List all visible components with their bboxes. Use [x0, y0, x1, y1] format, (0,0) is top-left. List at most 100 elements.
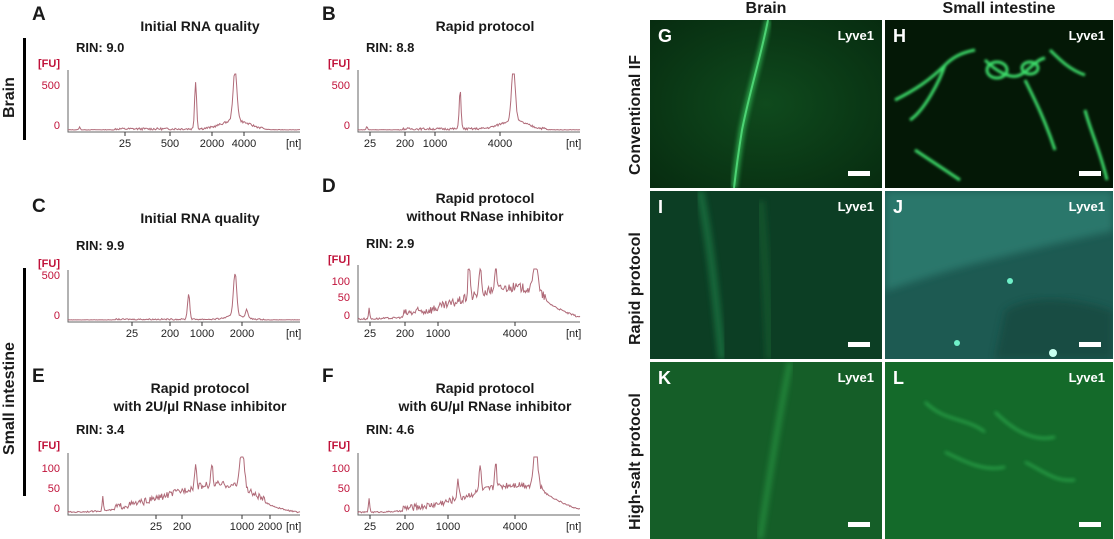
electropherogram-F: [357, 453, 581, 519]
y-tick-F-2: 100: [331, 463, 350, 475]
panel-letter-B: B: [322, 4, 336, 25]
col-header-brain: Brain: [745, 0, 787, 17]
y-tick-D-1: 50: [337, 292, 350, 304]
y-tick-D-2: 100: [331, 276, 350, 288]
small-intestine-row-label: Small intestine: [1, 342, 18, 455]
rin-value-B: RIN: 8.8: [366, 40, 415, 55]
y-unit-A: [FU]: [38, 58, 60, 70]
marker-label-J: Lyve1: [1068, 199, 1105, 214]
trace-line-F: [357, 456, 581, 514]
electropherogram-A: [67, 70, 300, 136]
y-unit-F: [FU]: [328, 440, 350, 452]
image-L-fluorescence: [885, 362, 1113, 539]
y-unit-E: [FU]: [38, 440, 60, 452]
image-panel-H: H Lyve1: [885, 20, 1113, 188]
trace-line-E: [67, 456, 301, 514]
x-tick-C-3: 2000: [229, 328, 255, 340]
axes-D: [357, 265, 580, 323]
electropherogram-C: [67, 270, 301, 326]
x-tick-F-1: 200: [395, 521, 415, 533]
panel-title-C-0: Initial RNA quality: [140, 210, 260, 226]
panel-title-F-1: with 6U/µl RNase inhibitor: [398, 398, 572, 414]
rin-value-F: RIN: 4.6: [366, 422, 415, 437]
x-tick-B-1: 200: [395, 138, 415, 150]
scale-bar-J: [1079, 342, 1101, 347]
panel-title-A-0: Initial RNA quality: [140, 18, 260, 34]
axes-C: [67, 270, 300, 323]
trace-line-D: [357, 267, 581, 321]
x-unit-A: [nt]: [286, 138, 302, 150]
panel-letter-F: F: [322, 366, 334, 387]
x-tick-D-3: 4000: [502, 328, 528, 340]
image-row-label-rapid: Rapid protocol: [627, 232, 644, 345]
axes-F: [357, 453, 580, 516]
x-tick-E-1: 200: [172, 521, 192, 533]
marker-label-I: Lyve1: [837, 199, 874, 214]
image-panel-I: I Lyve1: [650, 191, 882, 359]
trace-line-B: [358, 73, 581, 132]
y-tick-E-1: 50: [47, 483, 60, 495]
x-unit-E: [nt]: [286, 521, 302, 533]
x-unit-C: [nt]: [286, 328, 302, 340]
scale-bar-H: [1079, 171, 1101, 176]
x-tick-D-2: 1000: [425, 328, 451, 340]
electropherogram-D: [357, 265, 581, 326]
scale-bar-K: [848, 522, 870, 527]
image-row-label-high-salt: High-salt protocol: [627, 393, 644, 530]
x-tick-F-2: 1000: [435, 521, 461, 533]
x-tick-A-3: 4000: [231, 138, 257, 150]
y-tick-F-1: 50: [337, 483, 350, 495]
y-tick-A-1: 500: [41, 80, 60, 92]
image-letter-I: I: [658, 197, 664, 217]
image-letter-K: K: [658, 368, 671, 388]
image-panel-J: J Lyve1: [885, 191, 1113, 359]
y-tick-B-0: 0: [343, 120, 350, 132]
image-letter-L: L: [893, 368, 904, 388]
x-tick-B-3: 4000: [487, 138, 513, 150]
electropherogram-B: [357, 70, 581, 136]
image-K-fluorescence: [650, 362, 882, 539]
panel-title-F-0: Rapid protocol: [435, 380, 535, 396]
panel-title-B-0: Rapid protocol: [435, 18, 535, 34]
image-letter-G: G: [658, 26, 673, 46]
axes-E: [67, 453, 300, 516]
y-unit-B: [FU]: [328, 58, 350, 70]
image-panel-K: K Lyve1: [650, 362, 882, 539]
panel-letter-A: A: [32, 4, 46, 25]
x-unit-D: [nt]: [566, 328, 582, 340]
y-tick-C-0: 0: [53, 310, 60, 322]
y-tick-D-0: 0: [343, 310, 350, 322]
marker-label-K: Lyve1: [837, 370, 874, 385]
panel-title-E-1: with 2U/µl RNase inhibitor: [113, 398, 287, 414]
electropherogram-E: [67, 453, 301, 519]
marker-label-H: Lyve1: [1068, 28, 1105, 43]
x-tick-C-2: 1000: [189, 328, 215, 340]
brain-row-label: Brain: [1, 77, 18, 118]
image-I-fluorescence: [650, 191, 882, 359]
scale-bar-G: [848, 171, 870, 176]
axes-A: [67, 70, 300, 133]
rin-value-D: RIN: 2.9: [366, 236, 415, 251]
rin-value-A: RIN: 9.0: [76, 40, 125, 55]
axes-B: [357, 70, 580, 133]
rin-value-E: RIN: 3.4: [76, 422, 125, 437]
y-tick-E-0: 0: [53, 503, 60, 515]
image-letter-J: J: [893, 197, 904, 217]
x-tick-B-0: 25: [363, 138, 377, 150]
scale-bar-L: [1079, 522, 1101, 527]
x-tick-F-3: 4000: [502, 521, 528, 533]
x-tick-D-1: 200: [395, 328, 415, 340]
x-unit-B: [nt]: [566, 138, 582, 150]
y-unit-D: [FU]: [328, 254, 350, 266]
y-unit-C: [FU]: [38, 258, 60, 270]
panel-title-E-0: Rapid protocol: [150, 380, 250, 396]
image-G-fluorescence: [650, 20, 882, 188]
y-tick-B-1: 500: [331, 80, 350, 92]
panel-letter-D: D: [322, 176, 336, 197]
image-H-fluorescence: [885, 20, 1113, 188]
x-tick-A-1: 500: [160, 138, 180, 150]
panel-title-D-0: Rapid protocol: [435, 190, 535, 206]
x-tick-B-2: 1000: [422, 138, 448, 150]
x-tick-E-3: 2000: [257, 521, 283, 533]
panel-letter-E: E: [32, 366, 45, 387]
